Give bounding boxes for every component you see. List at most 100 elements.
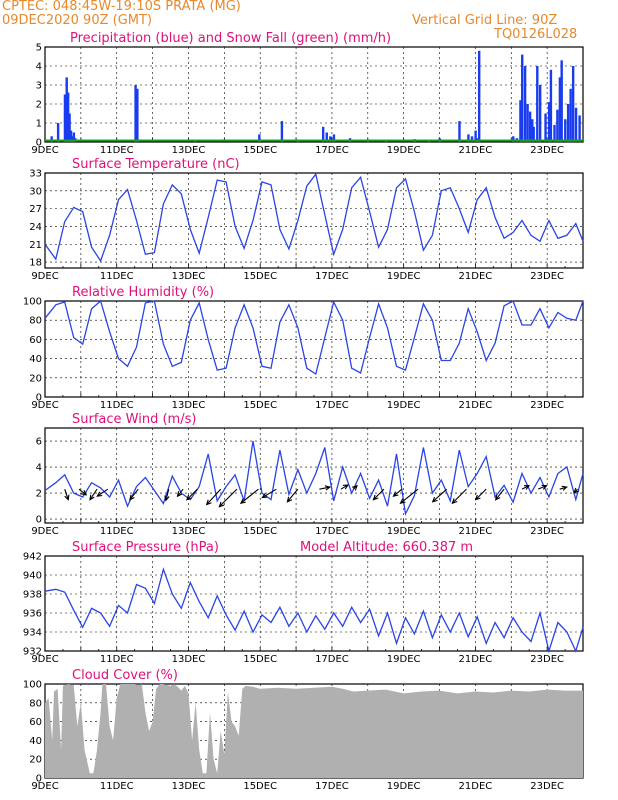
wind-arrow [262,488,277,499]
precip-bar [574,107,578,142]
wind-xtick-label: 9DEC [31,526,58,537]
temperature-xtick-label: 9DEC [31,271,58,282]
precip-bar [134,85,137,142]
wind-arrowhead [561,485,568,491]
header-station: CPTEC: 048:45W-19:10S PRATA (MG) [2,0,241,14]
pressure-xtick-label: 15DEC [243,654,277,665]
pressure-xtick-label: 17DEC [315,654,349,665]
temperature-xtick-label: 19DEC [387,271,421,282]
wind-arrowhead [451,498,458,505]
cloud-xtick-label: 23DEC [530,781,564,792]
temperature-ytick-label: 30 [29,186,42,197]
humidity-xtick-label: 19DEC [387,400,421,411]
cloud-ytick-label: 100 [23,680,42,691]
precip-bar [66,92,70,142]
precip-xtick-label: 17DEC [315,145,349,156]
precip-bar [458,121,461,142]
wind-arrow [400,488,419,504]
wind-arrow [89,488,98,500]
wind-arrow [537,485,547,490]
precip-bar [564,119,567,142]
wind-xtick-label: 23DEC [530,526,564,537]
precip-bar [523,66,527,142]
precip-bar [63,94,67,142]
temperature-xtick-label: 13DEC [172,271,206,282]
precip-ytick-label: 5 [36,43,42,54]
wind-xtick-label: 17DEC [315,526,349,537]
precip-bar [280,121,284,142]
wind-arrow [432,488,448,503]
precip-xtick-label: 23DEC [530,145,564,156]
wind-arrowhead [239,498,246,504]
precip-title: Precipitation (blue) and Snow Fall (gree… [70,31,391,46]
cloud-cover-area [45,684,583,778]
wind-arrow [218,488,238,508]
precip-bar [512,136,515,142]
temperature-xtick-label: 21DEC [459,271,493,282]
precip-bar [536,66,539,142]
precip-bar [532,126,535,142]
pressure-ytick-label: 936 [23,609,42,620]
wind-arrow [129,488,139,501]
pressure-xtick-label: 23DEC [530,654,564,665]
precip-bar [50,136,53,142]
cloud-xtick-label: 15DEC [243,781,277,792]
header-code: TQ0126L028 [494,27,578,42]
humidity-xtick-label: 17DEC [315,400,349,411]
temperature-ytick-label: 33 [29,169,42,180]
precip-bar [566,104,570,142]
pressure-xtick-label: 19DEC [387,654,421,665]
wind-arrow [64,488,69,500]
wind-arrowhead [81,490,88,496]
wind-arrowhead [164,495,170,502]
wind-arrow [186,488,198,501]
humidity-xtick-label: 23DEC [530,400,564,411]
wind-arrow [373,488,385,501]
humidity-xtick-label: 13DEC [172,400,206,411]
cloud-xtick-label: 9DEC [31,781,58,792]
precip-bar [558,77,562,142]
precip-bar [467,134,470,142]
pressure-title: Surface Pressure (hPa) [72,540,219,555]
wind-ytick-label: 6 [36,437,42,448]
cloud-ytick-label: 40 [29,736,42,747]
pressure-ytick-label: 942 [23,552,42,563]
precip-bar [571,66,575,142]
wind-arrow [165,489,170,501]
precip-bar [325,132,328,142]
wind-arrow [286,488,299,503]
precip-bar [136,88,139,142]
wind-series-line [44,440,584,517]
precip-bar [526,104,529,142]
precip-bar [528,111,532,142]
cloud-ytick-label: 0 [36,774,42,785]
wind-arrow [177,488,184,497]
wind-arrow [240,488,259,504]
wind-xtick-label: 13DEC [172,526,206,537]
temperature-xtick-label: 17DEC [315,271,349,282]
precip-xtick-label: 21DEC [459,145,493,156]
wind-arrowhead [573,487,579,494]
precip-ytick-label: 0 [36,138,42,149]
pressure-xtick-label: 9DEC [31,654,58,665]
pressure-xtick-label: 21DEC [459,654,493,665]
cloud-xtick-label: 11DEC [100,781,134,792]
pressure-ytick-label: 934 [23,628,42,639]
temperature-title: Surface Temperature (nC) [72,157,240,172]
precip-bar [553,124,556,142]
wind-arrowhead [474,494,481,501]
pressure-ytick-label: 932 [23,647,42,658]
precip-bar [556,109,559,142]
wind-arrow [393,488,403,497]
temperature-xtick-label: 15DEC [243,271,277,282]
wind-arrowhead [129,494,135,501]
precip-bar [329,136,332,142]
precip-bar [71,136,74,142]
humidity-xtick-label: 11DEC [100,400,134,411]
wind-arrow [96,488,109,497]
precip-bar [578,115,581,142]
wind-arrowhead [64,494,70,501]
precip-xtick-label: 19DEC [387,145,421,156]
wind-arrowhead [218,501,225,508]
